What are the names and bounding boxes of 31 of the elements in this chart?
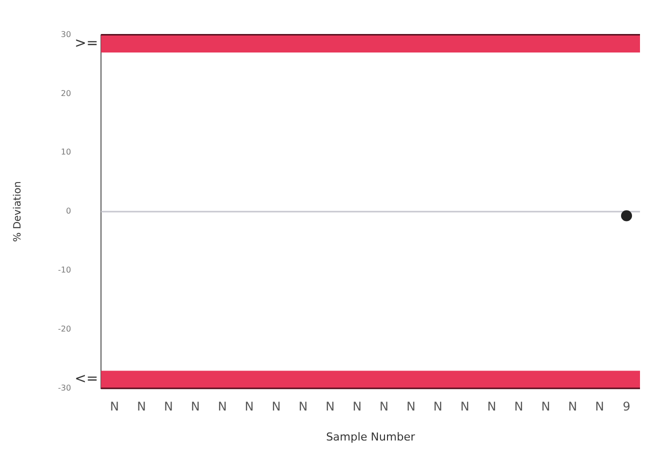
x-tick-label: N (272, 400, 281, 414)
x-tick-label: N (380, 400, 388, 414)
y-axis-title: % Deviation (12, 181, 24, 242)
y-tick-label: -10 (58, 266, 72, 275)
y-tick-label: 10 (60, 148, 72, 157)
y-tick-label: 0 (66, 206, 72, 216)
y-tick-label: -30 (58, 383, 72, 392)
x-tick-label: N (541, 400, 550, 414)
y-tick-label: -20 (58, 324, 72, 334)
y-tick-label: 20 (60, 88, 72, 98)
y-tick-label: 30 (60, 30, 72, 39)
x-tick-label: N (460, 400, 470, 414)
x-axis-title: Sample Number (326, 430, 416, 444)
x-tick-label: N (164, 400, 173, 414)
x-tick-label: N (218, 400, 227, 414)
x-tick-label: N (568, 400, 578, 414)
x-tick-label: N (244, 400, 254, 414)
x-tick-label: 9 (622, 400, 630, 414)
x-tick-label: N (595, 400, 604, 414)
x-tick-label: N (514, 400, 524, 414)
x-tick-label: N (136, 400, 146, 414)
x-tick-label: N (190, 400, 200, 414)
band-label: <= (74, 371, 98, 388)
x-tick-label: N (433, 400, 442, 414)
x-tick-label: N (352, 400, 362, 414)
x-tick-label: N (326, 400, 335, 414)
x-tick-label: N (298, 400, 308, 414)
x-tick-label: N (406, 400, 416, 414)
band-label: >= (74, 35, 98, 52)
x-tick-label: N (487, 400, 496, 414)
x-tick-label: N (110, 400, 120, 414)
